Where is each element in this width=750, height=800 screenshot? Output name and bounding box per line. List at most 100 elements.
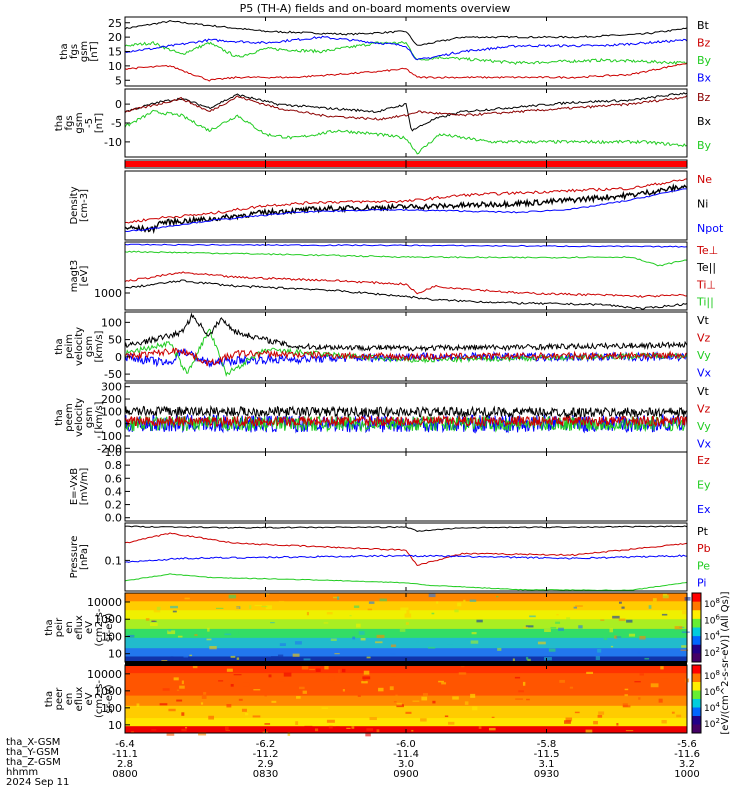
legend-entry: Ni — [697, 197, 708, 210]
spectro-speck — [622, 705, 631, 708]
spectro-speck — [236, 657, 240, 660]
spectro-speck — [226, 668, 233, 672]
y-axis-label: eV — [84, 692, 95, 705]
y-axis-label: [km/s] — [94, 330, 105, 362]
spectro-speck — [463, 599, 466, 602]
spectro-speck — [644, 657, 650, 660]
xaxis-value: -11.1 — [112, 749, 138, 760]
spectro-speck — [356, 623, 361, 628]
y-axis-label: (cm2-s- — [94, 680, 105, 718]
colorbar-segment — [692, 593, 701, 603]
spectro-speck — [183, 655, 189, 658]
legend-entry: Ti⊥ — [696, 278, 716, 291]
y-tick-label: 0.0 — [105, 512, 123, 525]
xaxis-row-label: tha_Y-GSM — [6, 747, 60, 758]
y-tick-label: -100 — [97, 430, 122, 443]
xaxis-labels: tha_X-GSM tha_Y-GSM tha_Z-GSM hhmm 2024 … — [6, 738, 69, 788]
spectro-speck — [658, 698, 663, 703]
series-te-perp-red — [124, 271, 688, 298]
spectro-speck — [389, 686, 394, 691]
legend-entry: Npot — [697, 222, 724, 235]
spectro-speck — [299, 686, 305, 690]
spectro-speck — [624, 694, 628, 697]
spectro-speck — [575, 605, 583, 607]
spectro-speck — [165, 719, 173, 723]
spectro-speck — [395, 694, 398, 698]
y-tick-label: 10 — [108, 719, 122, 732]
spectro-speck — [673, 604, 677, 607]
spectro-speck — [316, 599, 322, 602]
spectro-speck — [525, 625, 534, 628]
spectro-speck — [573, 606, 578, 609]
spectro-speck — [493, 665, 498, 669]
y-tick-label: 1000 — [94, 287, 122, 300]
spectro-speck — [404, 613, 412, 618]
spectro-speck — [460, 665, 465, 668]
spectro-speck — [634, 681, 641, 683]
colorbar-upper: 108 106 104 102 — [691, 592, 720, 663]
spectro-speck — [241, 708, 247, 712]
panel-frame — [124, 451, 688, 522]
spectro-speck — [469, 599, 477, 602]
legend-entry: Bt — [697, 19, 710, 32]
panel-frame — [124, 170, 688, 241]
spectro-speck — [168, 708, 176, 712]
spectro-speck — [614, 635, 618, 639]
spectro-speck — [311, 599, 318, 601]
y-tick-label: 1000 — [94, 685, 122, 698]
y-tick-label: -5 — [111, 117, 122, 130]
spectro-speck — [218, 680, 224, 682]
legend-entry: Pb — [697, 542, 711, 555]
y-axis-label: en — [64, 621, 75, 634]
spectro-speck — [179, 685, 185, 689]
xaxis-row-label: tha_Z-GSM — [6, 757, 61, 768]
spectro-speck — [155, 709, 163, 713]
spectro-speck — [226, 704, 232, 708]
series-pi — [124, 554, 688, 563]
spectro-speck — [448, 721, 455, 725]
spectro-band — [125, 648, 687, 657]
spectro-band — [125, 637, 687, 649]
legend-entry: By — [697, 139, 712, 152]
spectro-speck — [145, 618, 150, 621]
y-tick-label: 5 — [115, 74, 122, 87]
spectro-speck — [332, 596, 340, 599]
legend-entry: Ey — [697, 478, 711, 491]
spectro-speck — [189, 654, 193, 657]
y-axis-label: eV — [84, 621, 95, 634]
y-axis-label: velocity — [74, 398, 85, 437]
spectro-band — [125, 718, 687, 727]
spectro-speck — [680, 649, 689, 651]
spectro-speck — [529, 615, 536, 618]
spectro-speck — [441, 682, 447, 685]
spectro-speck — [215, 607, 224, 609]
spectro-speck — [176, 689, 180, 691]
spectro-speck — [133, 696, 140, 699]
y-tick-label: 25 — [108, 17, 122, 30]
spectro-speck — [544, 629, 551, 632]
spectro-speck — [681, 631, 690, 633]
spectro-speck — [621, 606, 625, 609]
spectro-speck — [153, 609, 161, 613]
spectro-speck — [525, 656, 529, 660]
spectro-speck — [544, 657, 552, 661]
y-tick-label: 20 — [108, 31, 122, 44]
spectro-speck — [390, 676, 396, 678]
spectro-speck — [470, 693, 476, 698]
spectro-speck — [192, 665, 198, 669]
spectro-speck — [569, 686, 574, 689]
spectro-speck — [559, 679, 565, 683]
spectro-speck — [349, 615, 352, 617]
spectro-speck — [233, 674, 242, 676]
y-axis-label: Density — [69, 186, 80, 224]
y-tick-label: -50 — [104, 368, 122, 381]
legend-entry: Pt — [697, 525, 709, 538]
spectro-speck — [454, 609, 459, 613]
spectro-speck — [526, 698, 530, 701]
legend-entry: Vt — [697, 385, 710, 398]
xaxis-row-label: hhmm — [6, 767, 39, 778]
spectro-speck — [283, 672, 292, 677]
y-tick-label: 0 — [115, 351, 122, 364]
spectro-speck — [265, 605, 272, 610]
y-tick-label: -10 — [104, 136, 122, 149]
